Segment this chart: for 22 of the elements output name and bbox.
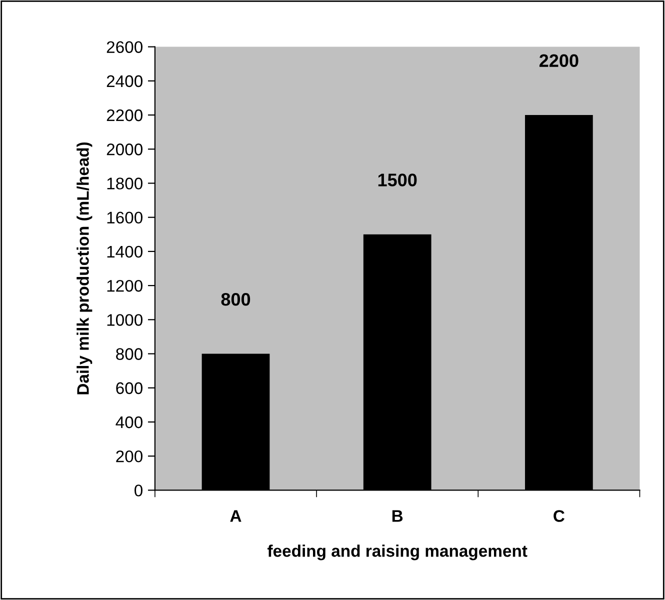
y-tick-label: 1200 — [107, 280, 142, 292]
x-tick-label: B — [392, 510, 403, 522]
y-tick-label: 1600 — [107, 212, 142, 224]
y-tick-label: 2600 — [106, 41, 142, 54]
x-axis-title: feeding and raising management — [268, 544, 528, 560]
y-tick-label: 800 — [116, 348, 142, 360]
y-tick-label: 1000 — [107, 314, 142, 326]
y-tick-label: 2000 — [106, 144, 142, 156]
y-tick-label: 400 — [116, 416, 142, 428]
y-tick-label: 2200 — [106, 109, 142, 122]
y-tick-label: 1400 — [107, 246, 142, 258]
data-label: 2200 — [539, 54, 578, 67]
data-label: 1500 — [378, 174, 417, 186]
y-tick-label: 1800 — [107, 178, 142, 190]
y-tick-label: 200 — [116, 450, 142, 462]
y-axis-title: Daily milk production (mL/head) — [76, 142, 92, 394]
x-tick-label: C — [554, 510, 564, 522]
y-tick-label: 2400 — [106, 75, 142, 88]
data-label: 800 — [221, 292, 250, 306]
y-tick-label: 600 — [116, 382, 142, 394]
x-tick-label: A — [230, 510, 242, 522]
y-tick-label: 0 — [134, 484, 142, 496]
